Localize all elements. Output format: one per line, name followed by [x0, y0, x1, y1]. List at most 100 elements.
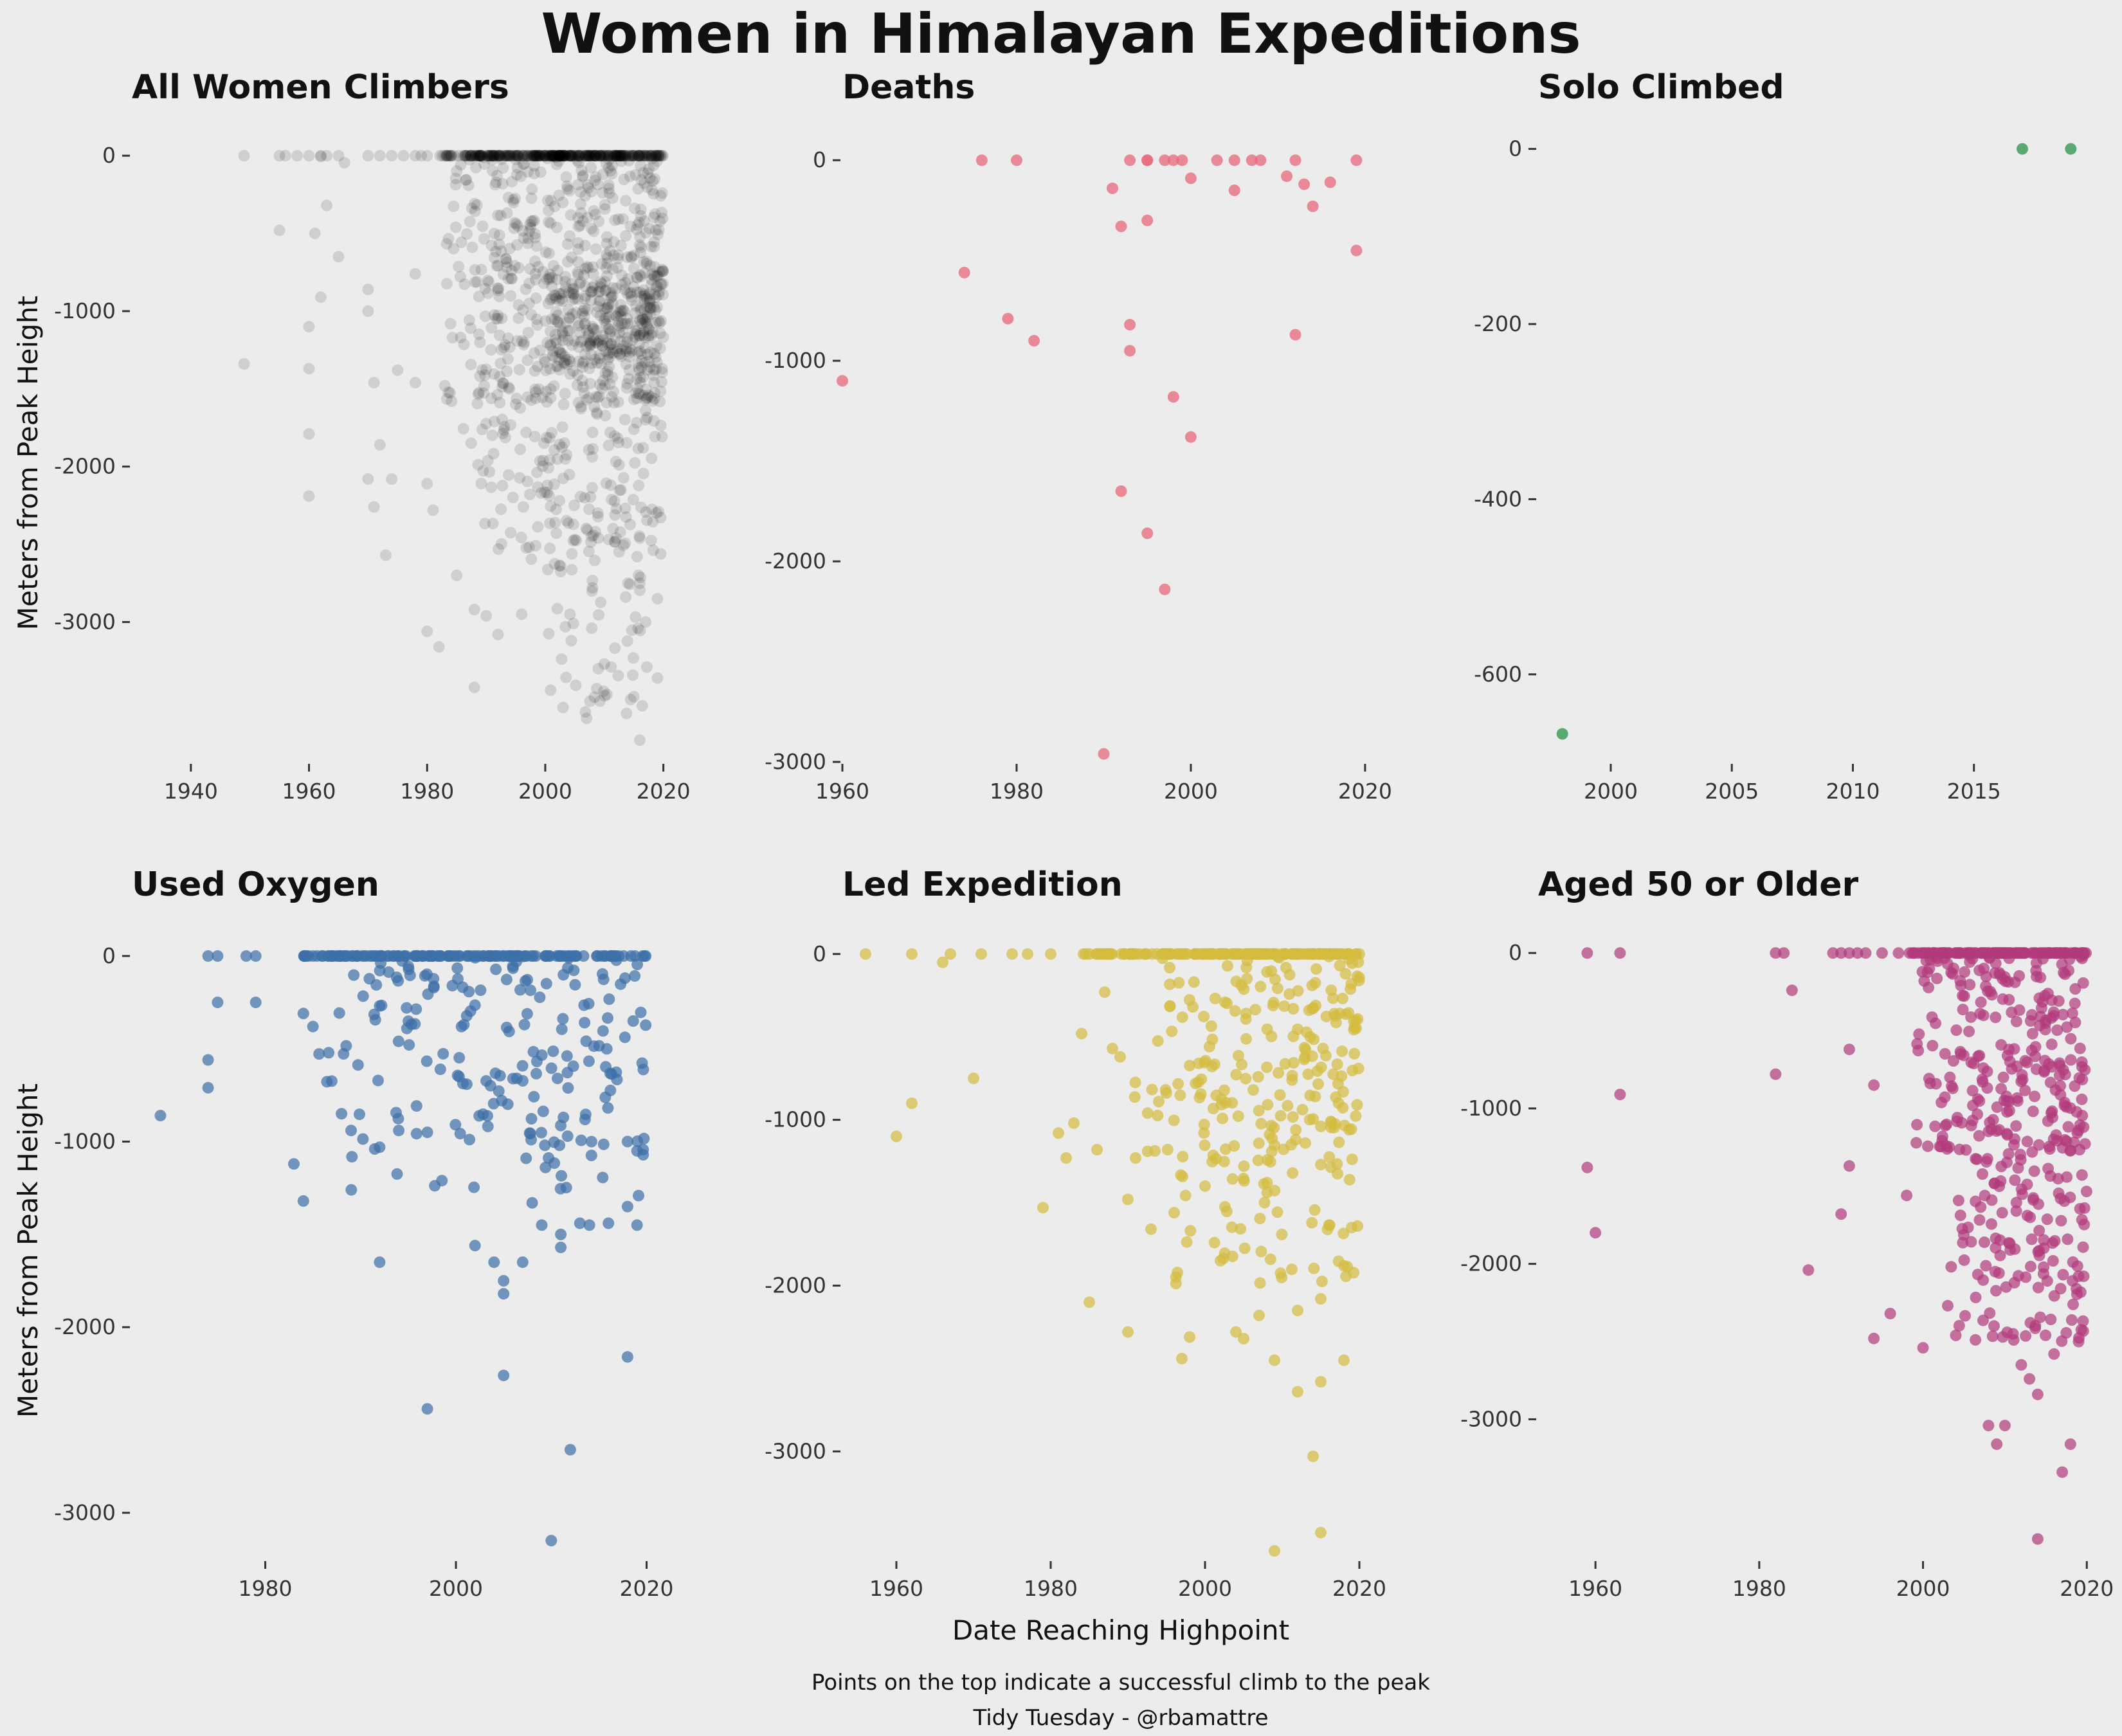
data-point	[572, 179, 585, 191]
data-point	[1946, 1080, 1958, 1092]
data-point	[642, 392, 653, 404]
data-point	[1973, 1130, 1985, 1142]
data-point	[2009, 1174, 2021, 1186]
data-point	[565, 150, 577, 162]
data-point	[651, 270, 664, 282]
data-point	[1184, 431, 1197, 443]
data-point	[561, 1050, 573, 1062]
data-point	[599, 367, 612, 379]
data-point	[532, 360, 543, 372]
data-point	[645, 302, 657, 314]
data-point	[530, 539, 541, 552]
data-point	[1226, 1251, 1238, 1262]
data-point	[528, 1090, 540, 1103]
data-point	[601, 337, 613, 349]
data-point	[539, 356, 551, 368]
data-point	[475, 150, 487, 162]
data-point	[603, 162, 615, 174]
data-point	[2019, 1054, 2031, 1067]
data-point	[621, 343, 633, 355]
data-point	[530, 1055, 543, 1067]
data-point	[634, 286, 646, 298]
data-point	[635, 327, 647, 339]
data-point	[1253, 948, 1265, 960]
data-point	[612, 316, 624, 328]
data-point	[540, 150, 552, 162]
data-point	[510, 955, 522, 968]
data-point	[503, 150, 516, 162]
data-point	[1911, 1119, 1923, 1131]
data-point	[202, 1054, 214, 1066]
data-point	[1323, 1219, 1335, 1231]
data-point	[540, 315, 552, 327]
data-point	[569, 150, 581, 162]
data-point	[547, 260, 559, 272]
data-point	[1281, 170, 1292, 183]
data-point	[1347, 1064, 1359, 1076]
data-point	[440, 150, 453, 162]
data-point	[891, 1130, 902, 1143]
data-point	[412, 950, 424, 962]
data-point	[532, 150, 544, 162]
data-point	[641, 310, 653, 322]
data-point	[1193, 1092, 1206, 1103]
data-point	[1963, 1026, 1975, 1038]
data-point	[958, 266, 970, 278]
data-point	[528, 159, 540, 172]
data-point	[648, 393, 660, 405]
data-point	[1286, 1070, 1298, 1081]
x-tick-label: 1980	[990, 779, 1044, 804]
data-point	[642, 332, 655, 344]
data-point	[419, 970, 431, 982]
data-point	[1228, 185, 1240, 196]
data-point	[2035, 972, 2047, 984]
data-point	[471, 199, 483, 211]
data-point	[602, 301, 614, 313]
panel-title: Used Oxygen	[132, 865, 379, 904]
data-point	[1338, 1260, 1350, 1272]
data-point	[560, 671, 572, 683]
data-point	[1922, 1140, 1934, 1152]
data-point	[503, 150, 515, 162]
data-point	[521, 166, 534, 178]
data-point	[570, 679, 582, 691]
data-point	[648, 369, 660, 381]
data-point	[541, 273, 553, 285]
data-point	[558, 437, 570, 449]
data-point	[535, 487, 547, 499]
data-point	[556, 653, 568, 665]
data-point	[569, 150, 581, 162]
data-point	[2076, 1214, 2088, 1226]
data-point	[605, 338, 617, 350]
data-point	[623, 154, 635, 167]
data-point	[639, 316, 651, 328]
data-point	[573, 150, 585, 162]
data-point	[562, 325, 574, 337]
data-point	[644, 150, 657, 162]
data-point	[640, 226, 652, 239]
data-point	[490, 246, 502, 258]
data-point	[488, 150, 500, 162]
data-point	[558, 399, 570, 411]
data-point	[2041, 1213, 2053, 1225]
data-point	[1333, 1136, 1345, 1148]
data-point	[631, 286, 643, 298]
data-point	[391, 1168, 403, 1180]
data-point	[600, 158, 612, 170]
data-point	[565, 209, 577, 221]
data-point	[640, 413, 652, 426]
data-point	[1299, 1051, 1311, 1063]
data-point	[455, 159, 467, 171]
data-point	[559, 150, 571, 162]
data-point	[508, 150, 520, 162]
data-point	[656, 206, 668, 219]
data-point	[471, 276, 483, 288]
data-point	[446, 395, 458, 408]
data-point	[564, 356, 576, 368]
data-point	[1273, 952, 1285, 964]
data-point	[516, 608, 528, 620]
data-point	[462, 150, 474, 162]
data-point	[212, 997, 224, 1008]
data-point	[629, 331, 641, 343]
